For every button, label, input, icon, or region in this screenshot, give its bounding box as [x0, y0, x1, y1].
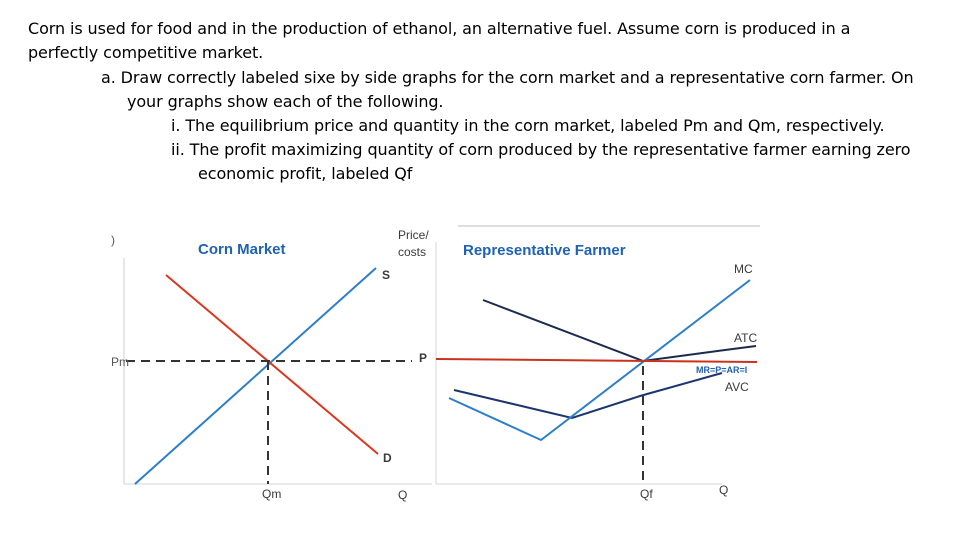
demand-curve — [165, 274, 379, 455]
farmer-price-label-p: P — [419, 351, 427, 365]
mr-label: MR=P=AR=I — [696, 365, 747, 375]
market-y-axis-label-fragment: ) — [111, 233, 115, 247]
corn-market-title: Corn Market — [198, 241, 286, 258]
question-text-line-1: Corn is used for food and in the product… — [28, 19, 851, 38]
farmer-x-axis-label: Q — [719, 483, 728, 497]
avc-label: AVC — [725, 380, 749, 394]
item-ii-text-line-2: economic profit, labeled Qf — [198, 164, 413, 183]
mc-label: MC — [734, 262, 753, 276]
market-x-axis-label: Q — [398, 488, 407, 502]
representative-farmer-graph: Price/ costs Representative Farmer ATC A… — [398, 225, 760, 501]
farmer-y-axis-label-line-1: Price/ — [398, 228, 429, 242]
part-a-text-line-2: your graphs show each of the following. — [127, 92, 444, 111]
item-ii-text-line-1: ii. The profit maximizing quantity of co… — [171, 140, 911, 159]
atc-label: ATC — [734, 331, 757, 345]
mc-curve — [448, 279, 751, 442]
part-a-text-line-1: a. Draw correctly labeled sixe by side g… — [101, 68, 914, 87]
supply-label: S — [382, 268, 390, 282]
representative-farmer-title: Representative Farmer — [463, 242, 626, 259]
avc-curve — [453, 372, 723, 420]
market-price-label-pm: Pm — [111, 355, 129, 369]
market-quantity-label-qm: Qm — [262, 487, 281, 501]
farmer-y-axis-label-line-2: costs — [398, 245, 426, 259]
corn-market-graph: ) Corn Market S D Pm Qm Q — [111, 233, 432, 502]
question-text-line-2: perfectly competitive market. — [28, 43, 264, 62]
mr-price-line — [435, 358, 758, 363]
supply-curve — [134, 267, 377, 485]
atc-curve — [482, 299, 757, 363]
demand-label: D — [383, 451, 392, 465]
farmer-quantity-label-qf: Qf — [640, 487, 653, 501]
item-i-text: i. The equilibrium price and quantity in… — [171, 116, 885, 135]
